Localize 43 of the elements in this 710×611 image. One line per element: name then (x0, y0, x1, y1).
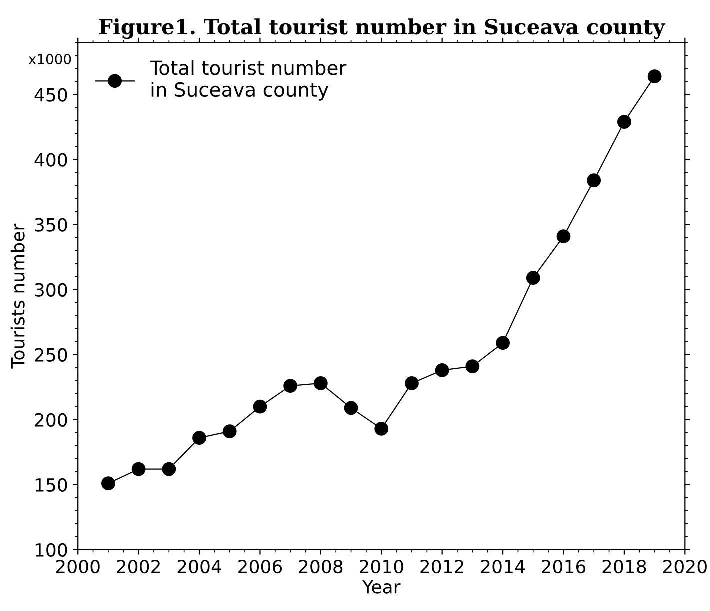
y-tick-label: 200 (35, 413, 68, 427)
x-tick-label: 2012 (420, 560, 464, 574)
y-tick-label: 250 (35, 348, 68, 362)
x-tick-label: 2010 (360, 560, 404, 574)
y-tick-label: 400 (34, 153, 68, 167)
x-tick-label: 2002 (117, 560, 160, 574)
y-axis-title: Tourists number (10, 224, 25, 369)
text: x1000 (28, 54, 72, 65)
point (648, 70, 662, 84)
point (587, 174, 602, 188)
y-tick-label: 300 (35, 283, 68, 297)
point (284, 379, 298, 394)
point (162, 462, 176, 476)
x-tick-label: 2006 (238, 560, 282, 574)
point (405, 376, 419, 390)
x-tick-label: 2018 (602, 560, 646, 574)
x-tick-label: 2004 (178, 560, 222, 574)
point (314, 376, 328, 390)
x-axis-title: Year (362, 580, 401, 594)
y-tick-label: 100 (36, 543, 68, 558)
point (556, 230, 571, 244)
x-tick-label: 2016 (542, 560, 586, 574)
point (374, 422, 389, 436)
y-tick-label: 150 (36, 478, 68, 492)
legend-label: Total tourist number in Suceava county (150, 60, 347, 101)
point (496, 336, 510, 350)
x-tick-label: 2020 (663, 560, 707, 574)
x-tick-label: 2014 (481, 560, 525, 574)
point (192, 431, 206, 446)
point (526, 271, 540, 286)
point (253, 400, 268, 414)
y-tick-label: 450 (34, 88, 68, 102)
chart-title: Figure1. Total tourist number in Suceava county (99, 18, 666, 40)
point (344, 401, 358, 416)
point (102, 476, 116, 491)
y-tick-label: 350 (35, 218, 68, 232)
x-tick-label: 2000 (56, 560, 100, 574)
x-tick-label: 2008 (299, 560, 343, 574)
point (435, 364, 450, 378)
point (222, 424, 237, 439)
point (466, 360, 480, 374)
point (132, 462, 146, 476)
point (618, 115, 632, 130)
